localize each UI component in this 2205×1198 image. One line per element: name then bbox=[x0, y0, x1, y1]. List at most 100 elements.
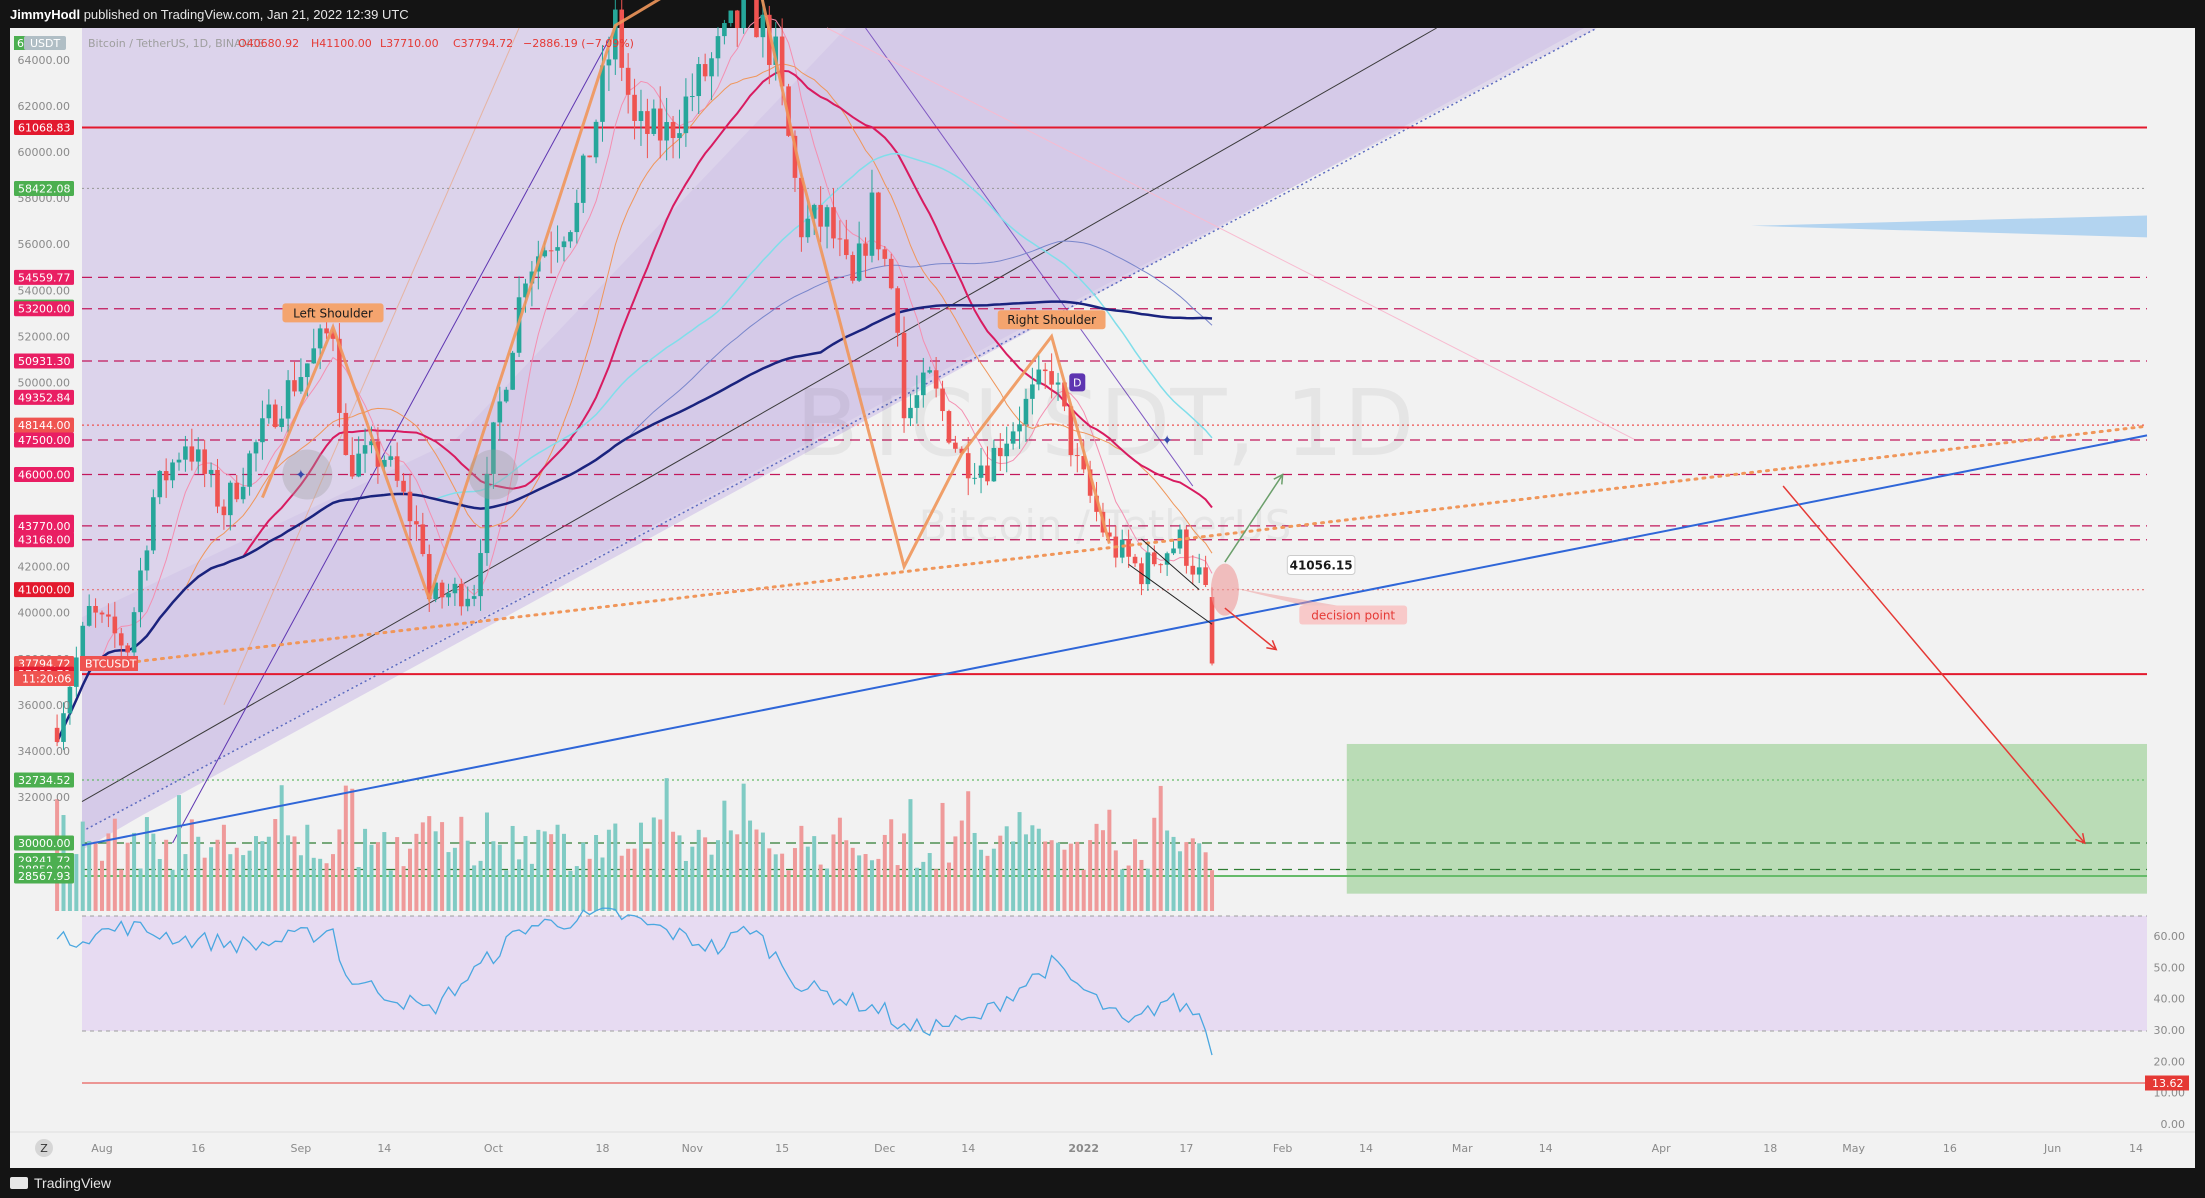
candle-body bbox=[959, 448, 965, 454]
volume-bar bbox=[510, 825, 515, 911]
volume-bar bbox=[433, 831, 438, 911]
candle-body bbox=[1049, 371, 1054, 385]
volume-bar bbox=[1210, 870, 1215, 911]
volume-bar bbox=[478, 860, 483, 911]
rsi-value-box bbox=[2145, 1075, 2189, 1091]
currency-badge[interactable] bbox=[24, 36, 66, 50]
volume-bar bbox=[1139, 859, 1144, 911]
candle-body bbox=[1074, 455, 1080, 457]
candle-body bbox=[330, 333, 336, 339]
volume-bar bbox=[1075, 841, 1080, 911]
candle-body bbox=[972, 477, 977, 479]
symbol-label[interactable]: Bitcoin / TetherUS, 1D, BINANCE bbox=[88, 37, 265, 50]
candle-body bbox=[561, 241, 567, 248]
volume-bar bbox=[318, 858, 323, 911]
candle-body bbox=[568, 232, 573, 242]
candle-body bbox=[767, 14, 772, 65]
rsi-tick-label: 50.00 bbox=[2154, 961, 2186, 974]
candle-body bbox=[202, 449, 207, 474]
volume-bar bbox=[1190, 838, 1195, 911]
blue-trend-line bbox=[81, 434, 2148, 847]
symbol-watermark: BTCUSDT, 1D Bitcoin / TetherUS bbox=[796, 370, 1415, 550]
volume-bar bbox=[414, 833, 419, 911]
volume-bar bbox=[1017, 812, 1022, 911]
volume-bar bbox=[1049, 840, 1054, 911]
price-tag-box bbox=[14, 532, 74, 548]
volume-bar bbox=[343, 785, 348, 911]
candle-body bbox=[741, 0, 746, 29]
price-tag-label: 43770.00 bbox=[18, 520, 71, 533]
price-tag-box bbox=[14, 180, 74, 196]
candle-body bbox=[920, 372, 926, 396]
volume-bar bbox=[722, 800, 727, 911]
price-tag-label: 48144.00 bbox=[18, 419, 71, 432]
volume-bar bbox=[818, 864, 823, 911]
candle-body bbox=[1094, 495, 1099, 512]
candle-body bbox=[459, 583, 464, 607]
candle-body bbox=[818, 204, 823, 227]
volume-bar bbox=[638, 822, 643, 911]
volume-bar bbox=[497, 844, 502, 911]
volume-bar bbox=[748, 820, 753, 911]
volume-bar bbox=[228, 854, 233, 911]
purple-steep-line bbox=[172, 27, 616, 844]
volume-bar bbox=[780, 853, 785, 911]
price-tick-label: 42000.00 bbox=[18, 561, 71, 574]
volume-bar bbox=[215, 839, 220, 911]
candle-body bbox=[670, 122, 676, 139]
candle-body bbox=[997, 447, 1003, 457]
volume-bar bbox=[119, 869, 124, 911]
candle-body bbox=[824, 207, 830, 227]
candle-body bbox=[54, 727, 60, 742]
scale-toggle-label: Z bbox=[40, 1142, 48, 1155]
candle-body bbox=[183, 446, 188, 460]
bearish-scenario-arrow bbox=[1224, 607, 1277, 651]
volume-bar bbox=[677, 835, 682, 911]
volume-bar bbox=[555, 824, 560, 911]
price-tag-label: 53200.00 bbox=[18, 303, 71, 316]
volume-bar bbox=[1030, 825, 1035, 911]
annotation-box bbox=[1299, 605, 1408, 625]
candle-body bbox=[844, 239, 849, 256]
candle-body bbox=[619, 9, 625, 68]
volume-bar bbox=[446, 852, 451, 911]
price-tick-label: 52000.00 bbox=[18, 330, 71, 343]
author-name[interactable]: JimmyHodl bbox=[10, 7, 81, 22]
volume-bar bbox=[221, 824, 226, 911]
candle-body bbox=[99, 612, 105, 615]
candle-body bbox=[369, 441, 374, 446]
candle-body bbox=[754, 0, 759, 38]
price-tick-label: 50000.00 bbox=[18, 376, 71, 389]
volume-bar bbox=[260, 841, 265, 911]
volume-bar bbox=[176, 795, 181, 911]
volume-bar bbox=[472, 865, 477, 911]
volume-bar bbox=[1126, 865, 1131, 911]
publish-header: JimmyHodl published on TradingView.com, … bbox=[10, 4, 409, 26]
volume-bar bbox=[67, 868, 72, 911]
candle-body bbox=[869, 192, 875, 256]
volume-bar bbox=[850, 847, 855, 911]
volume-bar bbox=[298, 855, 303, 911]
candle-body bbox=[497, 401, 503, 423]
candle-body bbox=[863, 243, 868, 256]
candle-body bbox=[125, 645, 130, 653]
ohlc-high: H41100.00 bbox=[311, 37, 372, 50]
volume-bar bbox=[754, 829, 759, 911]
time-tick-label: Sep bbox=[291, 1142, 312, 1155]
ohlc-low: L37710.00 bbox=[380, 37, 439, 50]
volume-bar bbox=[857, 855, 862, 911]
candle-body bbox=[279, 418, 284, 428]
annotation-label: Left Shoulder bbox=[293, 306, 373, 320]
volume-bar bbox=[1184, 842, 1189, 911]
candle-body bbox=[1010, 431, 1016, 444]
price-tag-box bbox=[14, 120, 74, 136]
scale-toggle[interactable]: Z bbox=[35, 1139, 53, 1157]
volume-bar bbox=[921, 861, 926, 911]
volume-bar bbox=[690, 846, 695, 911]
tradingview-logo-icon bbox=[10, 1177, 28, 1189]
cross-marker: ✦ bbox=[295, 467, 307, 483]
scale-toggle-circle[interactable] bbox=[35, 1139, 53, 1157]
candle-body bbox=[1062, 382, 1067, 407]
